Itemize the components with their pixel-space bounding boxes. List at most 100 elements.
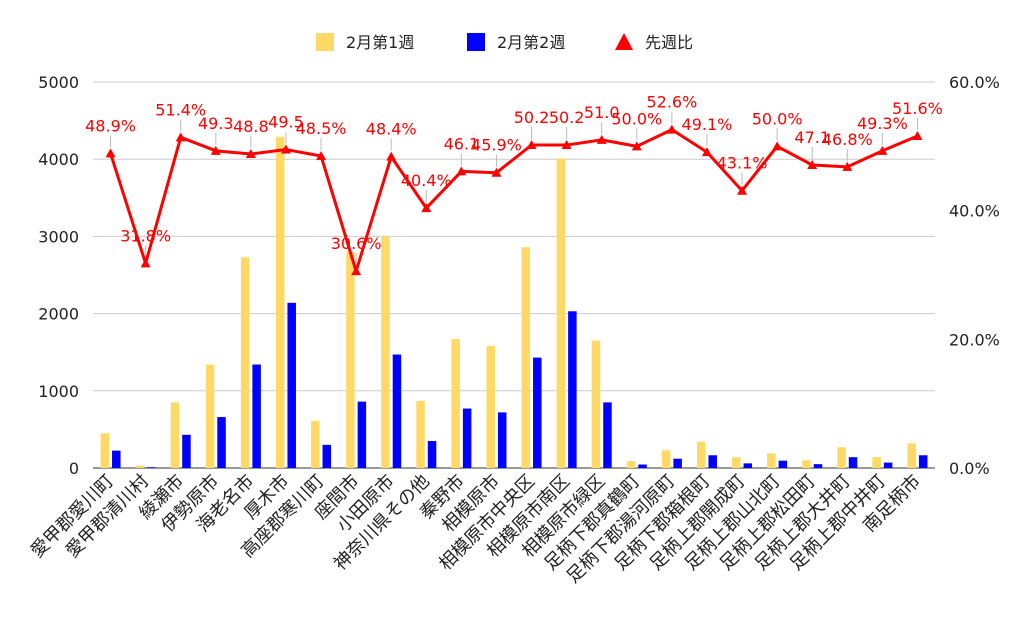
bar-week1	[240, 257, 250, 468]
y-right-tick-label: 60.0%	[949, 73, 1000, 92]
y-left-tick-label: 1000	[38, 382, 79, 401]
bar-week2	[568, 311, 577, 468]
bar-week2	[918, 455, 928, 468]
data-label: 50.0%	[752, 109, 803, 128]
data-label: 51.6%	[892, 99, 943, 118]
y-left-tick-label: 2000	[38, 305, 79, 324]
y-left-tick-label: 0	[69, 459, 79, 478]
legend-swatch	[615, 33, 633, 50]
data-label: 49.1%	[682, 115, 733, 134]
line-marker	[421, 203, 432, 213]
bar-week1	[907, 443, 916, 468]
bar-week2	[673, 458, 682, 468]
line-series-week-ratio	[109, 128, 919, 273]
line-marker	[140, 258, 151, 268]
data-label: 50.0%	[611, 109, 662, 128]
data-label: 47.1	[794, 128, 830, 147]
y-right-tick-label: 20.0%	[949, 330, 1000, 349]
line-marker	[245, 149, 256, 159]
line-marker	[631, 141, 642, 151]
data-label: 43.1%	[717, 154, 768, 173]
line-marker	[877, 145, 888, 155]
bar-week2	[252, 364, 261, 468]
bar-week2	[638, 464, 647, 468]
y-right-tick-label: 40.0%	[949, 202, 1000, 221]
bar-week1	[205, 364, 215, 468]
line-marker	[386, 151, 397, 161]
data-label: 48.8	[233, 117, 269, 136]
bar-week1	[661, 450, 671, 468]
bar-week2	[357, 401, 367, 468]
legend-label: 2月第1週	[346, 33, 414, 52]
line-marker	[842, 161, 853, 171]
line-marker	[105, 148, 116, 158]
data-label: 40.4%	[401, 171, 452, 190]
line-marker	[316, 150, 327, 160]
bar-week2	[217, 417, 226, 468]
line-group: 48.9% 31.8% 51.4%49.3 48.8 49.548.5% 30.6% 48.…	[85, 93, 943, 276]
data-label: 49.3	[198, 114, 234, 133]
data-label: 45.9%	[471, 136, 522, 155]
bar-week1	[802, 460, 811, 468]
bar-week1	[556, 158, 566, 469]
data-label: 46.8%	[822, 130, 873, 149]
data-label: 30.6%	[331, 234, 382, 253]
bar-week1	[346, 251, 355, 468]
bar-week1	[135, 465, 145, 468]
bar-week1	[381, 236, 390, 468]
legend-label: 先週比	[645, 33, 693, 52]
bar-week2	[778, 460, 788, 468]
bars-group	[100, 136, 928, 469]
bar-week1	[311, 420, 320, 468]
line-marker	[456, 166, 467, 176]
line-marker	[351, 266, 362, 276]
bar-week2	[112, 450, 121, 468]
bar-week2	[533, 357, 542, 468]
legend: 2月第1週 2月第2週 先週比	[316, 33, 693, 52]
line-marker	[807, 159, 818, 169]
y-left-tick-label: 3000	[38, 227, 79, 246]
data-label: 46.1	[444, 134, 480, 153]
data-label: 49.5	[268, 113, 304, 132]
bar-week1	[486, 346, 495, 468]
bar-week1	[275, 136, 285, 468]
line-marker	[491, 167, 502, 177]
bar-week1	[170, 402, 180, 468]
data-label: 50.2	[549, 108, 585, 127]
bar-week1	[100, 433, 110, 468]
bar-week2	[883, 462, 893, 468]
data-label: 48.9%	[85, 116, 136, 135]
line-marker	[596, 134, 607, 144]
line-marker	[561, 140, 572, 150]
y-left-tick-label: 5000	[38, 73, 79, 92]
data-label: 49.3%	[857, 114, 908, 133]
bar-week1	[767, 453, 776, 468]
bar-week1	[451, 339, 460, 468]
bar-week2	[462, 408, 472, 468]
line-marker	[526, 140, 537, 150]
bar-week1	[732, 457, 741, 468]
legend-swatch	[316, 33, 334, 51]
data-label: 51.4%	[155, 100, 206, 119]
bar-week2	[322, 444, 332, 468]
line-marker	[666, 124, 677, 134]
data-label: 31.8%	[120, 226, 171, 245]
y-right-tick-label: 0.0%	[949, 459, 990, 478]
bar-week1	[872, 457, 881, 468]
bar-week1	[521, 247, 531, 468]
legend-label: 2月第2週	[497, 33, 565, 52]
bar-week2	[182, 434, 191, 468]
bar-week1	[837, 447, 846, 468]
data-label: 48.4%	[366, 120, 417, 139]
line-marker	[701, 147, 712, 157]
bar-week1	[626, 461, 636, 468]
data-label: 52.6%	[646, 93, 697, 112]
line-marker	[772, 141, 783, 151]
line-marker	[175, 132, 186, 142]
bar-week2	[287, 302, 296, 468]
line-marker	[210, 145, 221, 155]
bar-week2	[848, 457, 858, 468]
line-marker	[912, 131, 923, 141]
data-label: 51.0	[584, 103, 620, 122]
